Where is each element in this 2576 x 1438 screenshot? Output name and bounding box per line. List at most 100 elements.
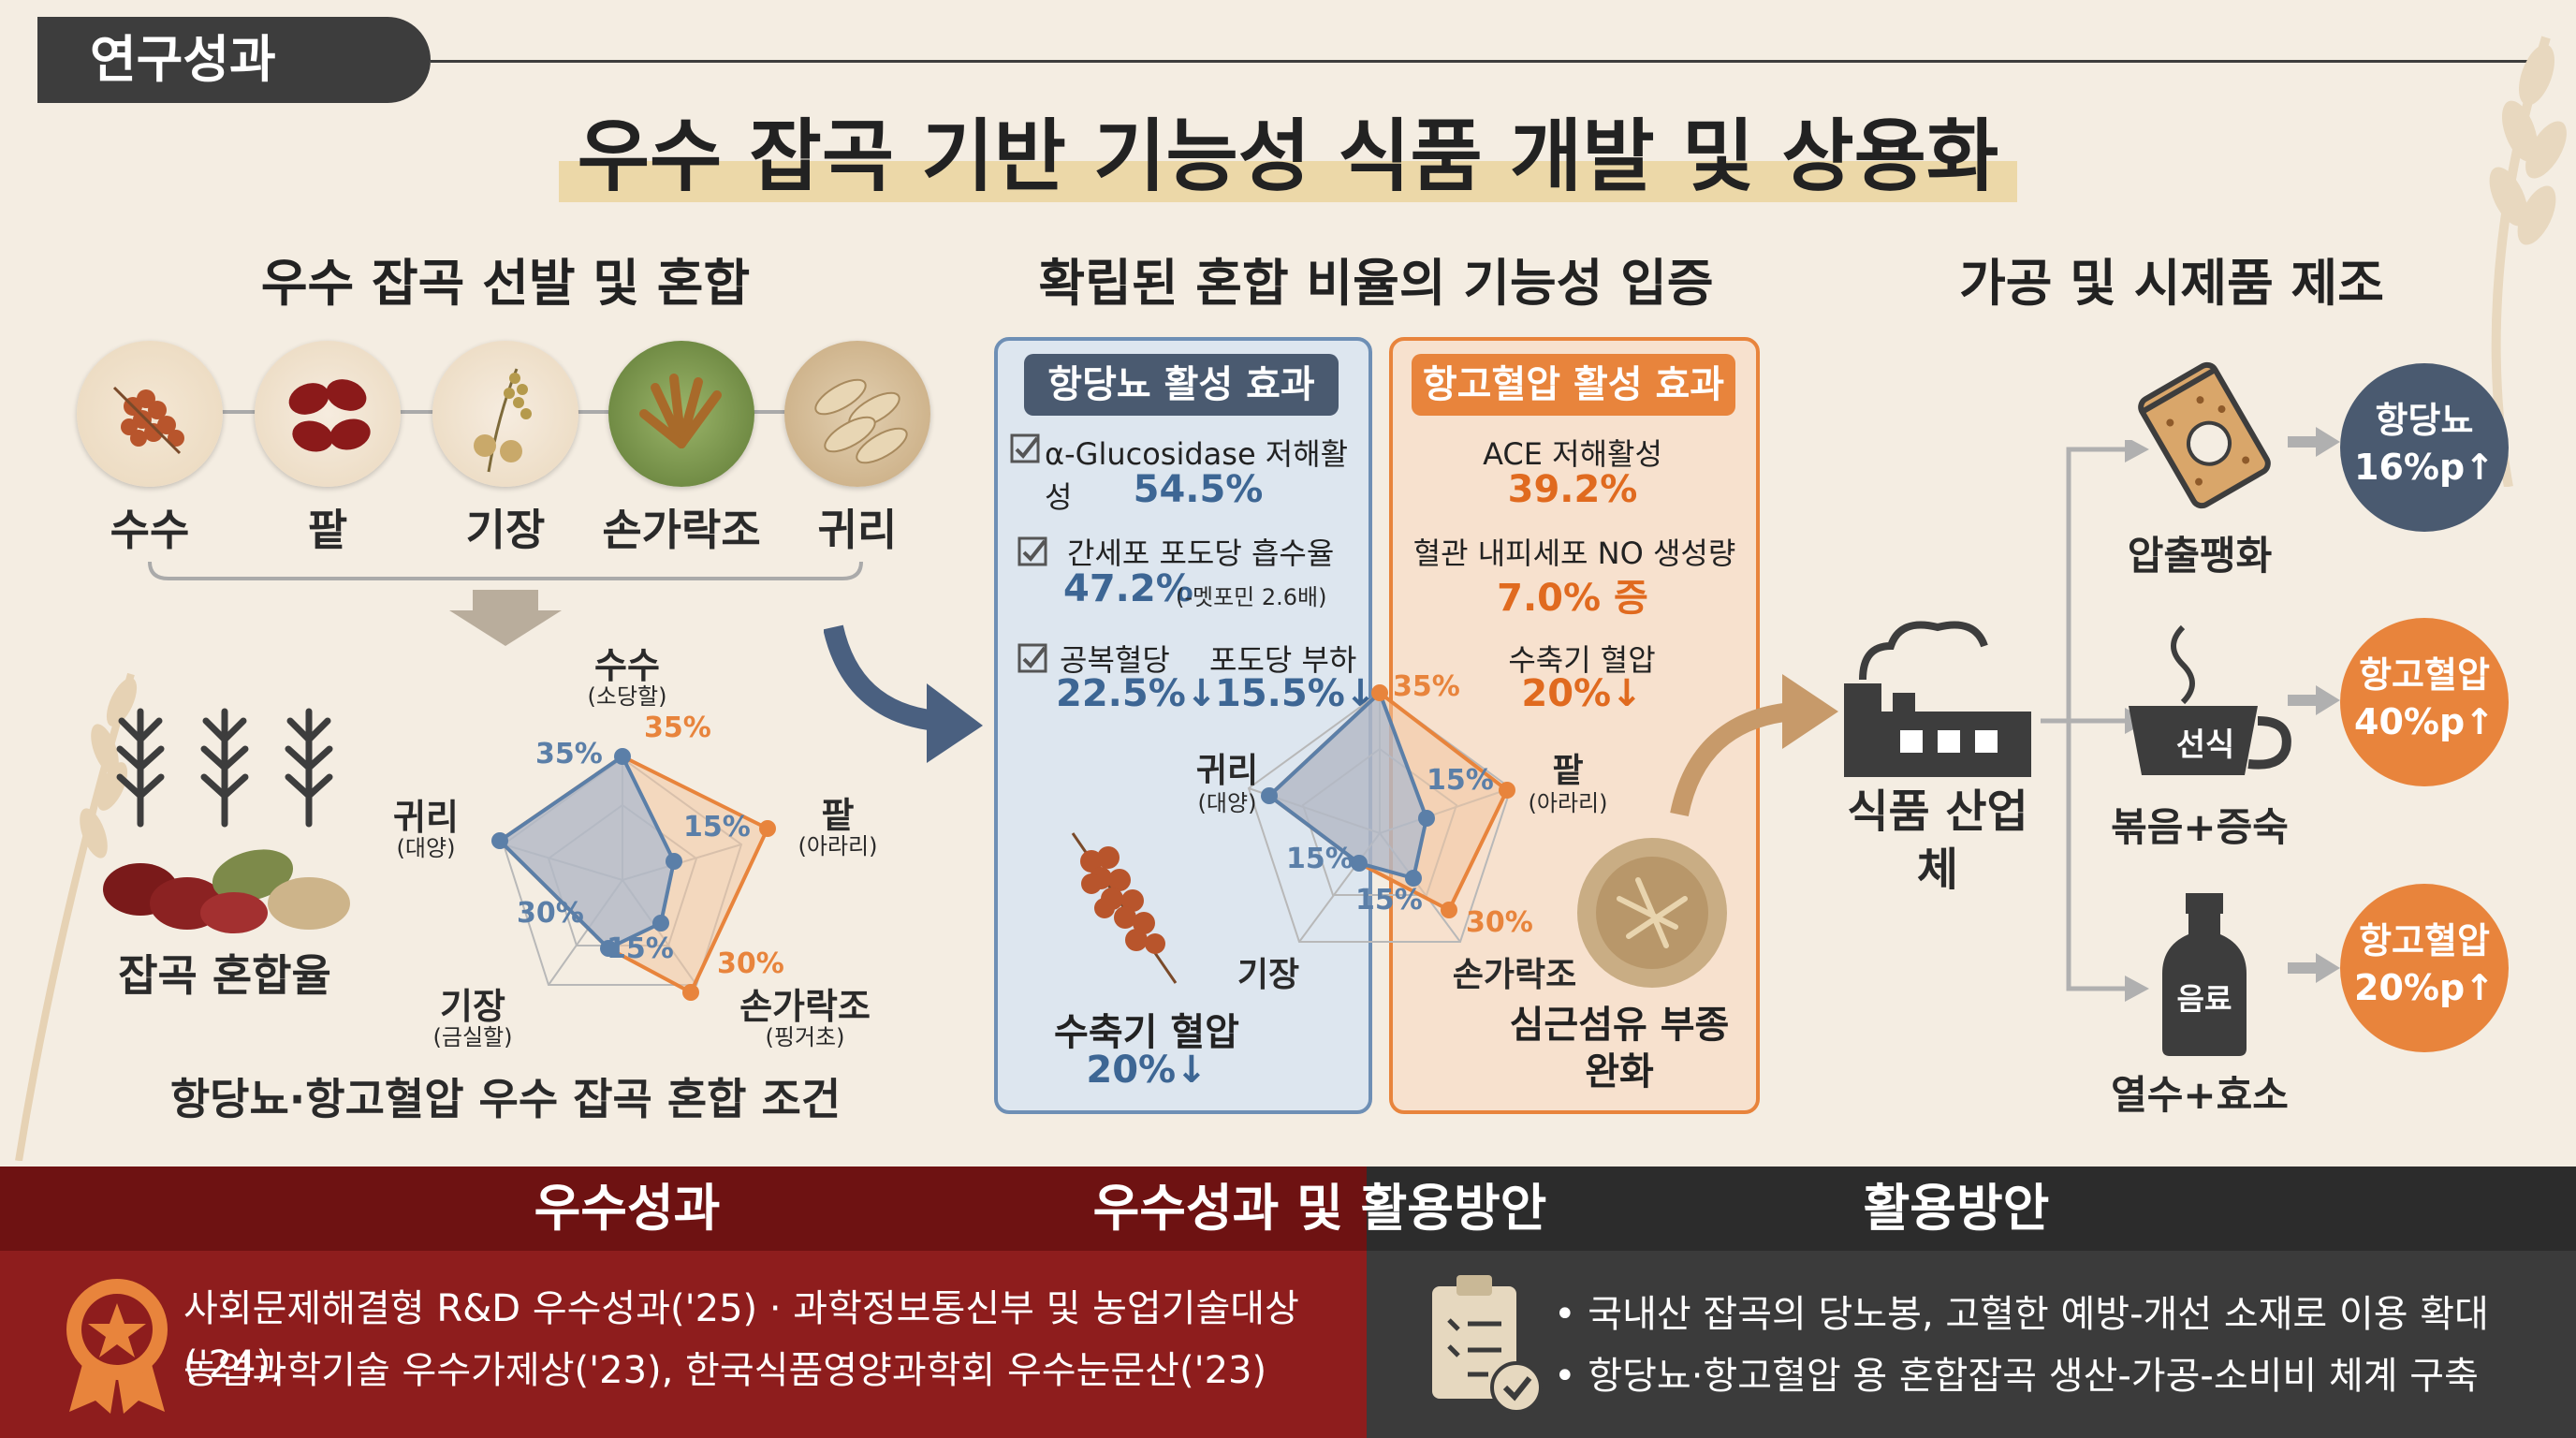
achievements-line1: 사회문제해결형 R&D 우수성과('25) · 과학정보통신부 및 농업기술대상… [183, 1287, 1299, 1387]
blue-item2-note: (-멧포민 2.6배) [1176, 584, 1327, 610]
blue-item3-value-b: 15.5%↓ [1215, 672, 1377, 715]
radar1-axis-oat: 귀리 [393, 797, 459, 838]
product1-label: 압출팽화 [2127, 533, 2273, 579]
curved-arrow-icon [824, 624, 983, 763]
product2-icon-text: 선식 [2175, 726, 2235, 764]
orange-item2-value: 7.0% 증 [1497, 577, 1648, 620]
grain-label-redbean: 팥 [307, 505, 348, 555]
red-bean-icon [288, 379, 371, 452]
product1-badge-text: 항당뇨 16%p↑ [2354, 400, 2495, 488]
page-title: 우수 잡곡 기반 기능성 식품 개발 및 상용화 [0, 94, 2576, 207]
orange-item2-label: 혈관 내피세포 NO 생성량 [1412, 536, 1736, 571]
radar1-axis-fingermillet-sub: (핑거초) [765, 1024, 845, 1050]
check-icon [1010, 433, 1040, 463]
grain-millet-image [432, 341, 578, 487]
industry-label: 식품 산업체 [1847, 785, 2028, 896]
grain-label-oat: 귀리 [817, 505, 898, 555]
grain-oat-image [784, 341, 930, 487]
radar1-axis-millet-sub: (금실할) [432, 1024, 513, 1050]
radar2-axis-oat: 귀리 [1195, 752, 1259, 790]
product1-badge: 항당뇨 16%p↑ [2340, 363, 2509, 532]
grain-mix-label: 잡곡 혼합율 [118, 950, 331, 1001]
section1-heading: 우수 잡곡 선발 및 혼합 [260, 254, 751, 313]
badge-arrows [2288, 427, 2340, 983]
radar2-label-2: 30% [1466, 906, 1533, 939]
section-tag: 연구성과 [37, 17, 431, 103]
radar-chart-2 [1247, 684, 1515, 943]
radar1-axis-fingermillet: 손가락조 [739, 986, 871, 1027]
radar2-label-3: 15% [1286, 843, 1354, 875]
grain-label-fingermillet: 손가락조 [602, 505, 761, 555]
product2-label: 볶음+증숙 [2111, 804, 2289, 850]
fiber-bowl-icon [1577, 838, 1727, 988]
finger-millet-icon [639, 374, 722, 448]
bottle-icon [2162, 893, 2247, 1056]
blue-item2-value: 47.2% [1063, 567, 1193, 610]
section2-heading: 확립된 혼합 비율의 기능성 입증 [1038, 254, 1714, 313]
radar-chart-1 [491, 748, 776, 1001]
applications-line1: • 국내산 잡곡의 당노봉, 고혈한 예방-개선 소재로 이용 확대 [1554, 1293, 2489, 1336]
radar2-label-0: 35% [1393, 670, 1460, 703]
radar2-axis-redbean-sub: (아라리) [1528, 790, 1608, 816]
bottom-center-title: 우수성과 및 활용방안 [1092, 1179, 1547, 1238]
radar1-axis-redbean-sub: (아라리) [798, 833, 878, 859]
section1-caption: 항당뇨·항고혈압 우수 잡곡 혼합 조건 [169, 1074, 842, 1124]
orange-bottom-label: 심근섬유 부종 완화 [1509, 1004, 1730, 1093]
grain-sorghum-image [77, 341, 223, 487]
radar2-axis-redbean: 팥 [1552, 752, 1584, 790]
achievements-line2: 농업과학기술 우수가제상('23), 한국식품영양과학회 우수눈문산('23) [183, 1349, 1267, 1392]
sorghum-icon [112, 386, 184, 455]
grain-label-millet: 기장 [465, 505, 546, 555]
section3-heading: 가공 및 시제품 제조 [1959, 254, 2384, 313]
radar1-label-orange-0: 35% [644, 712, 711, 744]
grain-label-sorghum: 수수 [110, 505, 190, 555]
radar1-axis-sorghum: 수수 [594, 645, 660, 686]
radar1-axis-redbean: 팥 [821, 795, 855, 836]
blue-item2-label: 간세포 포도당 흡수율 [1067, 536, 1335, 571]
check-icon [1017, 643, 1047, 673]
radar2-axis-millet: 기장 [1237, 956, 1300, 994]
blue-panel-header: 항당뇨 활성 효과 [1024, 354, 1339, 416]
grain-redbean-image [255, 341, 401, 487]
curved-arrow-orange-icon [1670, 674, 1838, 817]
product2-badge: 항고혈압 40%p↑ [2340, 618, 2509, 786]
bracket-arrow [148, 561, 863, 646]
blue-bottom-value: 20%↓ [1086, 1049, 1208, 1092]
orange-item1-label: ACE 저해활성 [1483, 436, 1662, 472]
radar1-axis-oat-sub: (대양) [396, 835, 456, 861]
product3-badge-text: 항고혈압 20%p↑ [2354, 920, 2495, 1008]
radar1-axis-millet: 기장 [440, 986, 505, 1027]
factory-icon [1844, 621, 2031, 777]
achievements-title: 우수성과 [534, 1179, 721, 1238]
page-title-text: 우수 잡곡 기반 기능성 식품 개발 및 상용화 [558, 110, 2018, 202]
grain-mix-icon [103, 708, 350, 933]
grain-fingermillet-image [608, 341, 754, 487]
radar2-label-4: 15% [1355, 884, 1423, 917]
blue-item3-value-a: 22.5%↓ [1056, 672, 1218, 715]
blue-bottom-label: 수축기 혈압 [1054, 1011, 1239, 1054]
product3-icon-text: 음료 [2176, 981, 2232, 1017]
orange-panel-header: 항고혈압 활성 효과 [1412, 354, 1735, 416]
radar2-label-1: 15% [1427, 764, 1494, 797]
radar1-label-blue-2: 15% [607, 932, 674, 965]
applications-header-bar [1367, 1167, 2576, 1251]
product3-badge: 항고혈압 20%p↑ [2340, 884, 2509, 1052]
radar1-label-blue-1: 30% [517, 897, 584, 930]
check-icon [1017, 536, 1047, 566]
cup-icon [2129, 624, 2291, 775]
radar2-axis-oat-sub: (대양) [1197, 790, 1257, 816]
snack-bar-icon [2138, 361, 2271, 509]
award-medal-icon [66, 1279, 168, 1414]
radar1-label-blue-0: 35% [535, 738, 603, 770]
orange-item1-value: 39.2% [1507, 468, 1638, 511]
applications-title: 활용방안 [1863, 1179, 2050, 1238]
blue-item1-value: 54.5% [1133, 468, 1264, 511]
antihypertensive-panel [1389, 337, 1760, 1114]
oat-icon [814, 378, 908, 464]
radar1-label-orange-1: 15% [683, 811, 751, 844]
achievements-header-bar [0, 1167, 1367, 1251]
radar1-label-orange-2: 30% [717, 947, 784, 980]
millet-icon [474, 368, 532, 473]
header-divider [431, 60, 2546, 63]
blue-item1-label: α-Glucosidase 저해활성 [1045, 436, 1349, 515]
